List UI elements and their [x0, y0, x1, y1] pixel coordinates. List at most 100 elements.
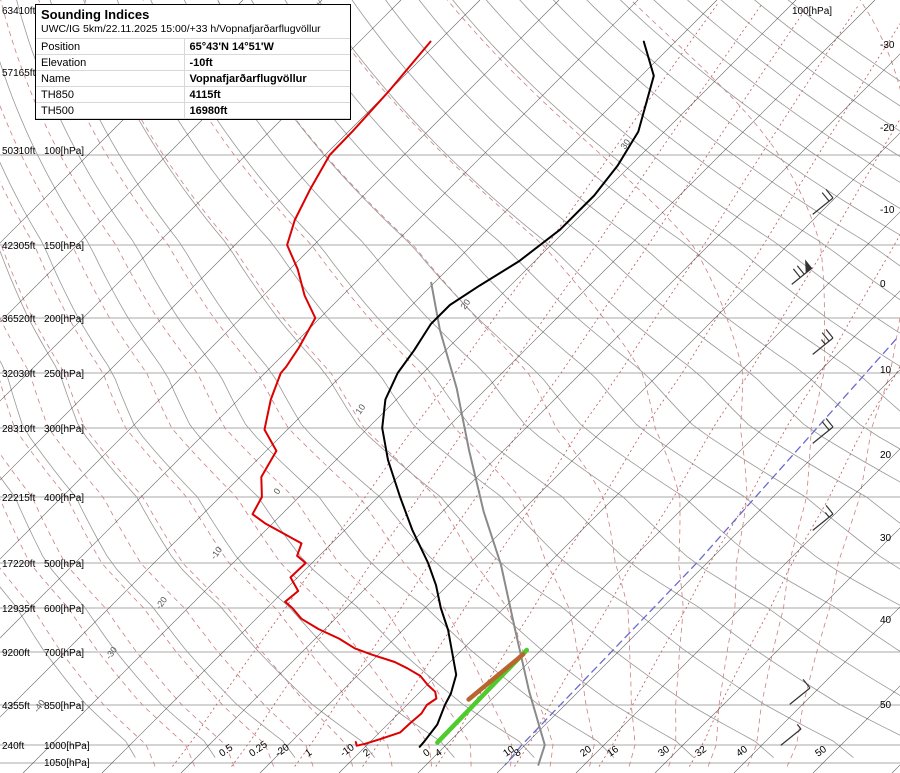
- left-axis-ft-label: 17220ft: [2, 559, 36, 570]
- bottom-axis-label: 8: [512, 747, 523, 759]
- left-axis-hpa-label: 700[hPa]: [44, 648, 84, 659]
- isotherm-line: [338, 211, 900, 773]
- right-axis-temp-label: 10: [880, 365, 892, 376]
- left-axis-hpa-label: 150[hPa]: [44, 241, 84, 252]
- dry-adiabat-line: [686, 0, 900, 158]
- bottom-axis-label: 1: [303, 747, 314, 759]
- bottom-axis-label: 0.25: [247, 739, 270, 759]
- dry-adiabat-line: [720, 0, 900, 132]
- isotherm-line: [0, 0, 244, 244]
- indices-row: Position 65°43'N 14°51'W: [36, 38, 350, 55]
- left-axis-ft-label: 22215ft: [2, 493, 36, 504]
- wind-barb: [791, 259, 813, 285]
- dry-adiabat-line: [452, 0, 900, 367]
- dry-adiabat-line: [0, 476, 216, 758]
- dry-adiabat-line: [519, 0, 900, 301]
- left-axis-ft-label: 32030ft: [2, 369, 36, 380]
- isotherm-line: [654, 527, 900, 773]
- left-axis-hpa-label: 100[hPa]: [44, 146, 84, 157]
- indices-row: TH850 4115ft: [36, 86, 350, 103]
- isotherm-line: [0, 0, 718, 718]
- isotherm-line: [101, 0, 876, 773]
- wind-barb: [812, 505, 834, 531]
- isotherm-line: [0, 0, 560, 560]
- bottom-axis-label: 30: [656, 744, 672, 760]
- dry-adiabat-line: [619, 0, 900, 209]
- panel-title: Sounding Indices: [41, 7, 150, 22]
- indices-tbody: Position 65°43'N 14°51'W Elevation -10ft Nam…: [36, 38, 350, 119]
- moist-adiabat-line: [786, 0, 900, 767]
- dry-adiabat-line: [0, 360, 296, 758]
- right-axis-temp-label: 0: [880, 279, 886, 290]
- index-value: -10ft: [183, 54, 350, 71]
- dry-adiabat-line: [586, 0, 900, 236]
- isotherm-line: [812, 685, 900, 773]
- mixing-ratio-line: [435, 23, 900, 767]
- left-axis-ft-label: 240ft: [2, 741, 24, 752]
- wind-barb: [812, 418, 834, 444]
- bottom-axis-label: 32: [693, 744, 709, 760]
- left-axis-ft-label: 42305ft: [2, 241, 36, 252]
- dry-adiabat-line: [0, 250, 376, 758]
- isotherm-line: [0, 0, 402, 402]
- moist-adiabat-line: [142, 0, 595, 767]
- bottom-axis-label: 16: [605, 744, 621, 760]
- dry-adiabat-line: [284, 0, 900, 570]
- index-value: 65°43'N 14°51'W: [183, 38, 350, 55]
- right-axis-temp-label: -20: [880, 123, 895, 134]
- right-axis-temp-label: -10: [880, 205, 895, 216]
- index-label: Elevation: [36, 54, 185, 71]
- left-axis-hpa-label: 1050[hPa]: [44, 758, 90, 769]
- reference-blue-curve: [504, 338, 897, 766]
- wind-barb: [812, 189, 834, 215]
- moist-adiabat-line: [0, 242, 353, 767]
- isotherm-line: [22, 0, 797, 773]
- indices-row: Elevation -10ft: [36, 54, 350, 71]
- model-run-line: UWC/IG 5km/22.11.2025 15:00/+33 h/Vopnaf…: [41, 23, 321, 35]
- isotherm-line: [259, 132, 900, 773]
- left-axis-ft-label: 28310ft: [2, 424, 36, 435]
- isotherm-line: [0, 0, 481, 481]
- dry-adiabat-line: [754, 0, 900, 107]
- indices-row: Name Vopnafjarðarflugvöllur: [36, 70, 350, 87]
- index-label: Name: [36, 70, 185, 87]
- mixing-ratio-line: [598, 234, 900, 767]
- wind-barb: [780, 723, 802, 746]
- adiabat-value-label: -30: [103, 645, 119, 661]
- adiabat-value-label: -20: [153, 595, 169, 611]
- bottom-axis-label: 2: [361, 747, 372, 759]
- index-label: TH500: [36, 102, 185, 119]
- dewpoint-curve: [251, 40, 438, 747]
- dry-adiabat-line: [0, 586, 136, 758]
- dry-adiabat-line: [418, 0, 900, 412]
- left-axis-hpa-label: 1000[hPa]: [44, 741, 90, 752]
- isotherm-line: [733, 606, 900, 773]
- isotherm-line: [180, 53, 900, 773]
- wind-barb: [789, 679, 811, 705]
- moist-adiabat-line: [446, 0, 748, 767]
- adiabat-value-label: -10: [208, 545, 224, 561]
- left-axis-ft-label: 57165ft: [2, 68, 36, 79]
- left-axis-ft-label: 4355ft: [2, 701, 30, 712]
- left-axis-hpa-label: 300[hPa]: [44, 424, 84, 435]
- moist-adiabat-line: [0, 0, 472, 767]
- moist-adiabat-line: [630, 0, 826, 767]
- adiabat-value-label: 20: [458, 297, 472, 311]
- bottom-axis-label: 4: [433, 747, 444, 759]
- right-axis-top-label: 100[hPa]: [792, 6, 832, 17]
- isotherm-line: [0, 0, 323, 323]
- bottom-axis-label: 40: [734, 744, 750, 760]
- index-value: 16980ft: [183, 102, 350, 119]
- dry-adiabat-line: [0, 60, 535, 758]
- moist-adiabat-line: [0, 317, 314, 767]
- moist-adiabat-line: [0, 567, 156, 767]
- left-axis-hpa-label: 200[hPa]: [44, 314, 84, 325]
- dry-adiabat-line: [653, 0, 900, 183]
- bottom-axis-label: 0: [421, 747, 432, 759]
- dry-adiabat-line: [385, 0, 900, 450]
- dry-adiabat-line: [0, 161, 455, 758]
- moist-adiabat-line: [38, 0, 513, 767]
- left-axis-ft-label: 12935ft: [2, 604, 36, 615]
